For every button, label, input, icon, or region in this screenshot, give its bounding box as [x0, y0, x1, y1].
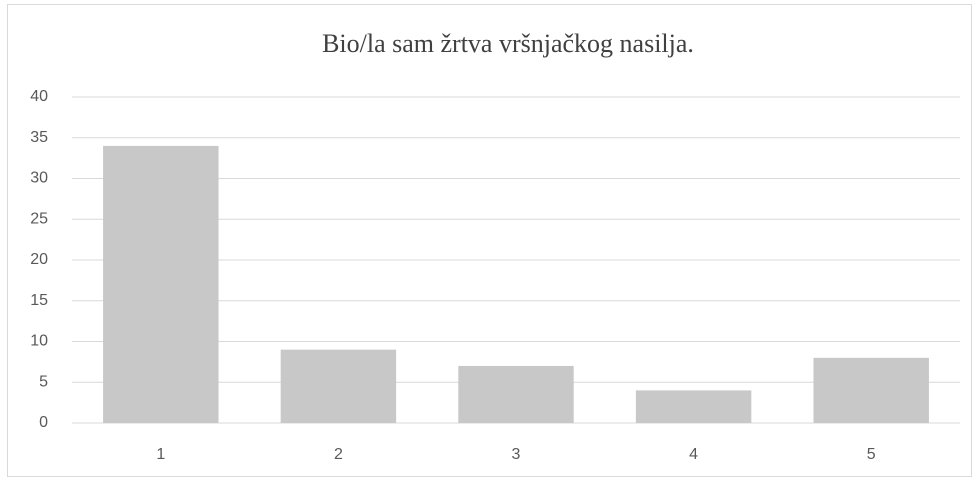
x-tick-label: 3 [512, 446, 521, 463]
y-tick-label: 35 [30, 129, 48, 146]
bar [635, 390, 752, 423]
y-tick-label: 40 [30, 88, 48, 105]
bar [458, 365, 574, 423]
bar [813, 357, 929, 423]
y-tick-label: 10 [30, 333, 48, 350]
x-tick-label: 1 [156, 446, 165, 463]
bar [103, 145, 219, 423]
y-tick-label: 25 [30, 210, 48, 227]
chart-title: Bio/la sam žrtva vršnjačkog nasilja. [322, 29, 694, 58]
bar [280, 349, 397, 423]
y-tick-label: 5 [39, 373, 48, 390]
x-tick-label: 4 [689, 446, 698, 463]
x-tick-label: 5 [867, 446, 876, 463]
y-tick-label: 20 [30, 251, 48, 268]
y-tick-label: 0 [39, 414, 48, 431]
y-tick-label: 15 [30, 292, 48, 309]
x-tick-label: 2 [334, 446, 343, 463]
y-tick-label: 30 [30, 170, 48, 187]
